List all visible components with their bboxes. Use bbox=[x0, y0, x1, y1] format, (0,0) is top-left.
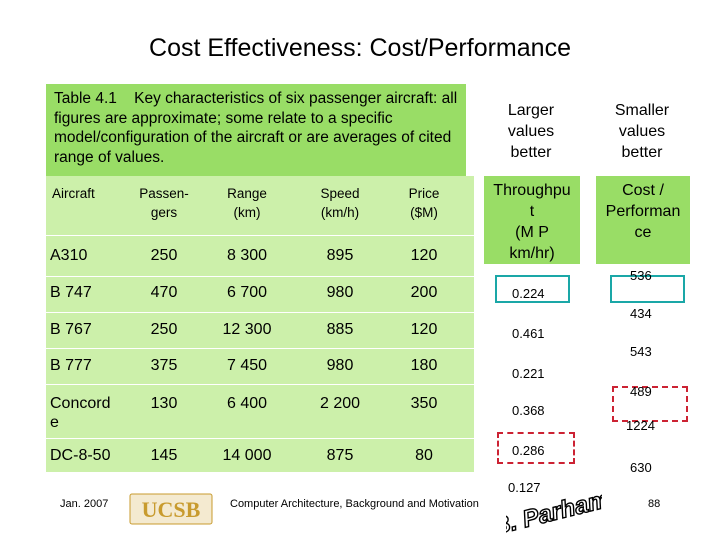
row-divider bbox=[46, 312, 474, 313]
cost-performance-value: 1224 bbox=[626, 418, 655, 433]
throughput-box bbox=[484, 176, 580, 264]
cell-range: 6 400 bbox=[226, 395, 268, 412]
max-cost-highlight bbox=[612, 386, 688, 422]
slide-title: Cost Effectiveness: Cost/Performance bbox=[149, 34, 571, 62]
row-divider bbox=[46, 384, 474, 385]
header-price: Price ($M) bbox=[408, 186, 440, 220]
cell-price: 120 bbox=[410, 247, 438, 264]
header-speed: Speed (km/h) bbox=[320, 186, 360, 220]
cost-performance-value: 489 bbox=[630, 384, 652, 399]
cell-range: 7 450 bbox=[226, 357, 268, 374]
cell-speed: 895 bbox=[326, 247, 354, 264]
page-number: 88 bbox=[648, 498, 661, 510]
header-range: Range (km) bbox=[227, 186, 267, 220]
cell-range: 14 000 bbox=[222, 447, 272, 464]
cost-performance-value: 543 bbox=[630, 344, 652, 359]
cell-price: 80 bbox=[415, 447, 433, 464]
ucsb-logo-graphic: UCSB bbox=[129, 493, 213, 525]
author-signature: B. Parhami bbox=[489, 483, 620, 540]
smaller-values-header: Smaller values better bbox=[614, 102, 670, 161]
throughput-value: 0.368 bbox=[512, 403, 545, 418]
cell-speed: 980 bbox=[326, 357, 354, 374]
min-cost-highlight bbox=[610, 275, 685, 303]
row-divider bbox=[46, 348, 474, 349]
header-passengers: Passen- gers bbox=[139, 186, 189, 220]
cost-performance-value: 434 bbox=[630, 306, 652, 321]
author-signature-graphic: B. Parhami bbox=[489, 483, 620, 540]
header-aircraft: Aircraft bbox=[52, 186, 95, 201]
cell-price: 350 bbox=[410, 395, 438, 412]
cell-aircraft: DC-8-50 bbox=[50, 447, 111, 464]
ucsb-logo: UCSB bbox=[128, 492, 214, 526]
cell-aircraft: Concord e bbox=[50, 395, 111, 431]
footer-date: Jan. 2007 bbox=[60, 498, 109, 510]
cell-passengers: 250 bbox=[150, 321, 178, 338]
cell-price: 200 bbox=[410, 284, 438, 301]
cell-aircraft: B 747 bbox=[50, 284, 92, 301]
cell-aircraft: B 767 bbox=[50, 321, 92, 338]
row-divider bbox=[46, 438, 474, 439]
author-signature-text: B. Parhami bbox=[506, 486, 602, 534]
footer-course: Computer Architecture, Background and Mo… bbox=[230, 498, 479, 510]
cell-range: 6 700 bbox=[226, 284, 268, 301]
throughput-value: 0.221 bbox=[512, 366, 545, 381]
larger-values-header: Larger values better bbox=[507, 102, 555, 161]
cell-passengers: 470 bbox=[150, 284, 178, 301]
cell-passengers: 250 bbox=[150, 247, 178, 264]
cost-performance-box bbox=[596, 176, 690, 264]
cell-speed: 980 bbox=[326, 284, 354, 301]
throughput-value: 0.224 bbox=[512, 286, 545, 301]
throughput-value: 0.461 bbox=[512, 326, 545, 341]
cell-speed: 885 bbox=[326, 321, 354, 338]
cost-performance-value: 536 bbox=[630, 268, 652, 283]
row-divider bbox=[46, 276, 474, 277]
throughput-value: 0.127 bbox=[508, 480, 541, 495]
cell-price: 120 bbox=[410, 321, 438, 338]
ucsb-logo-text: UCSB bbox=[142, 497, 201, 522]
cell-speed: 2 200 bbox=[319, 395, 361, 412]
throughput-label: Throughpu t (M P km/hr) bbox=[493, 182, 571, 262]
cell-passengers: 375 bbox=[150, 357, 178, 374]
aircraft-table bbox=[46, 176, 474, 472]
cell-aircraft: B 777 bbox=[50, 357, 92, 374]
max-throughput-highlight bbox=[495, 275, 570, 303]
row-divider bbox=[46, 235, 474, 236]
cell-speed: 875 bbox=[326, 447, 354, 464]
cell-price: 180 bbox=[410, 357, 438, 374]
cost-performance-value: 630 bbox=[630, 460, 652, 475]
min-throughput-highlight bbox=[497, 432, 575, 464]
cell-passengers: 130 bbox=[150, 395, 178, 412]
cell-range: 12 300 bbox=[222, 321, 272, 338]
throughput-value: 0.286 bbox=[512, 443, 545, 458]
cell-aircraft: A310 bbox=[50, 247, 88, 264]
cell-range: 8 300 bbox=[226, 247, 268, 264]
cell-passengers: 145 bbox=[150, 447, 178, 464]
cost-performance-label: Cost / Performan ce bbox=[605, 182, 681, 241]
table-caption: Table 4.1 Key characteristics of six pas… bbox=[46, 84, 466, 176]
